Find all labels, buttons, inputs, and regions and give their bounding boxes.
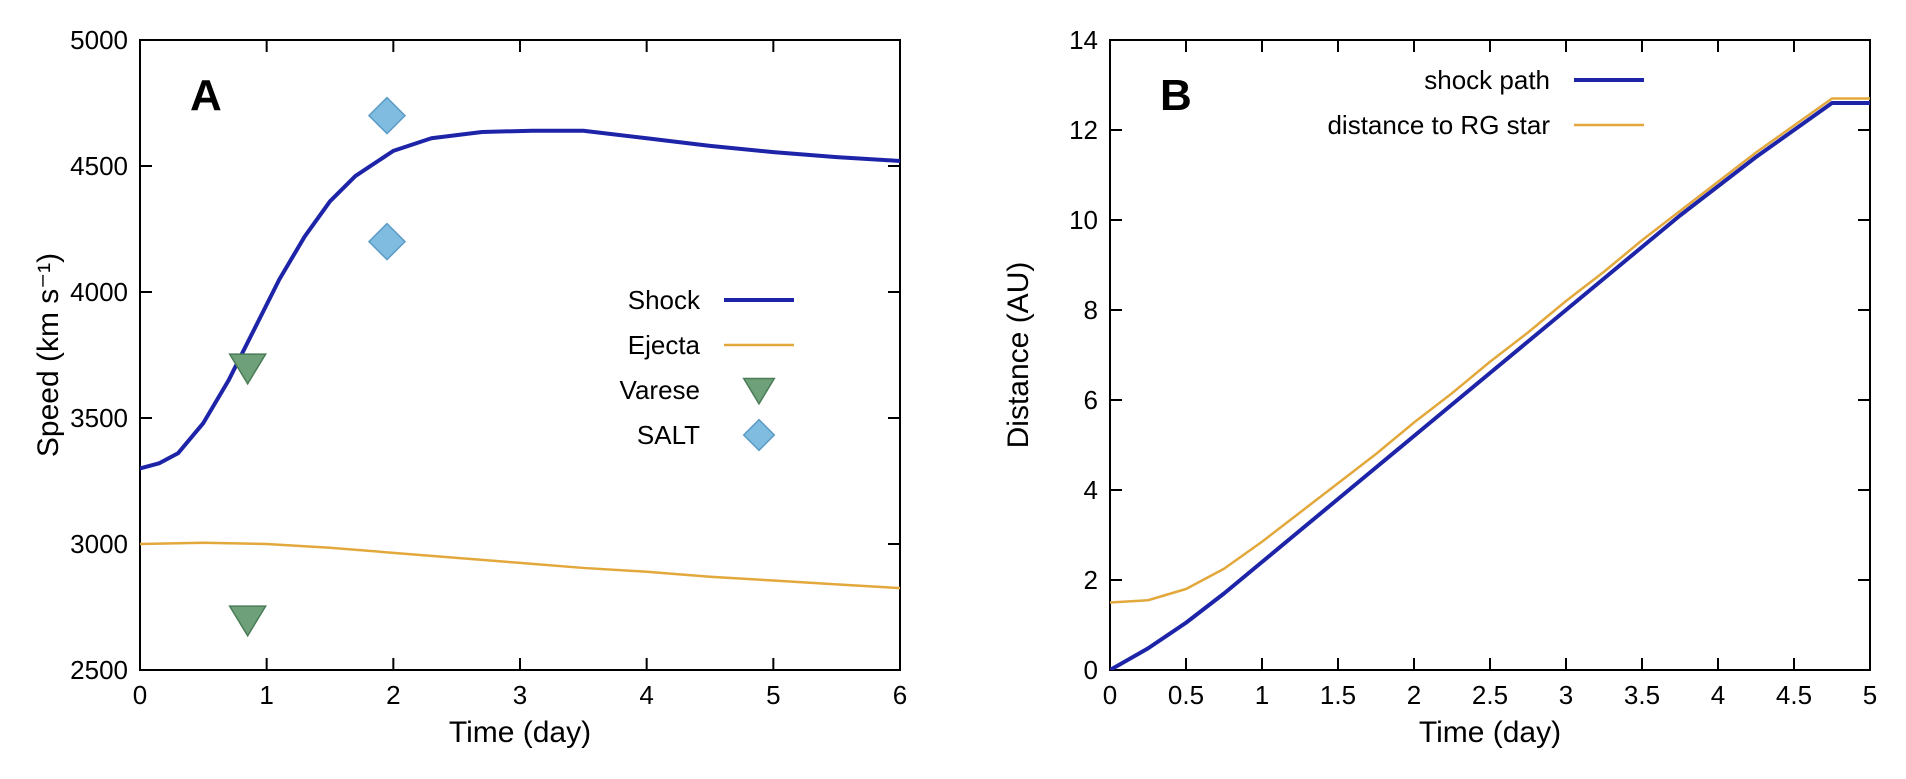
xtick-label: 0 (133, 680, 147, 710)
legend-sample-marker (744, 420, 775, 451)
ytick-label: 2500 (70, 655, 128, 685)
xtick-label: 1 (1255, 680, 1269, 710)
xtick-label: 3 (513, 680, 527, 710)
panel-b-svg: 0 0.5 1 1.5 2 2.5 3 3.5 4 4.5 5 0 2 4 6 8 10 12 14 Time (da… (990, 20, 1890, 760)
ytick-label: 3500 (70, 403, 128, 433)
ytick-label: 5000 (70, 25, 128, 55)
panel-label: A (190, 71, 222, 120)
y-axis-label: Speed (km s⁻¹) (32, 253, 65, 457)
series-marker (230, 606, 266, 636)
xtick-label: 1 (259, 680, 273, 710)
legend-label: shock path (1424, 65, 1550, 95)
xtick-label: 2 (386, 680, 400, 710)
ytick-label: 0 (1084, 655, 1098, 685)
legend-label: Shock (628, 285, 701, 315)
legend-label: Varese (620, 375, 700, 405)
ytick-label: 4 (1084, 475, 1098, 505)
xtick-label: 3.5 (1624, 680, 1660, 710)
xtick-label: 5 (766, 680, 780, 710)
xtick-label: 2 (1407, 680, 1421, 710)
ytick-label: 6 (1084, 385, 1098, 415)
ytick-label: 14 (1069, 25, 1098, 55)
plot-area (1110, 99, 1870, 671)
legend-sample-marker (744, 379, 775, 404)
legend: shock path distance to RG star (1327, 65, 1644, 140)
legend-label: SALT (637, 420, 700, 450)
xtick-label: 3 (1559, 680, 1573, 710)
panel-b: 0 0.5 1 1.5 2 2.5 3 3.5 4 4.5 5 0 2 4 6 8 10 12 14 Time (da… (990, 20, 1890, 759)
figure-container: 0123456250030003500400045005000Time (day… (0, 0, 1906, 779)
ytick-label: 4500 (70, 151, 128, 181)
series-marker (369, 98, 405, 134)
xtick-label: 1.5 (1320, 680, 1356, 710)
panel-label: B (1160, 71, 1192, 120)
legend-label: distance to RG star (1327, 110, 1550, 140)
series-line (140, 543, 900, 588)
ytick-label: 8 (1084, 295, 1098, 325)
ytick-label: 4000 (70, 277, 128, 307)
series-marker (369, 224, 405, 260)
xtick-label: 5 (1863, 680, 1877, 710)
xtick-label: 0 (1103, 680, 1117, 710)
panel-a: 0 1 2 3 4 5 6 2500 3000 3500 4000 4500 5000 Time (day… (20, 20, 920, 759)
legend-label: Ejecta (628, 330, 701, 360)
ytick-label: 2 (1084, 565, 1098, 595)
series-line (1110, 103, 1870, 670)
plot-area (140, 98, 900, 636)
x-axis-label: Time (day) (1419, 716, 1561, 749)
xtick-label: 2.5 (1472, 680, 1508, 710)
series-line (1110, 99, 1870, 603)
panel-a-svg: 0 1 2 3 4 5 6 2500 3000 3500 4000 4500 5000 Time (day… (20, 20, 920, 760)
xtick-label: 0.5 (1168, 680, 1204, 710)
ytick-label: 10 (1069, 205, 1098, 235)
x-axis-label: Time (day) (449, 716, 591, 749)
legend: Shock Ejecta Varese SALT (620, 285, 794, 450)
ytick-label: 12 (1069, 115, 1098, 145)
xtick-label: 4.5 (1776, 680, 1812, 710)
y-axis-label: Distance (AU) (1002, 262, 1035, 449)
xtick-label: 4 (1711, 680, 1725, 710)
ytick-label: 3000 (70, 529, 128, 559)
xtick-label: 6 (893, 680, 907, 710)
xtick-label: 4 (639, 680, 653, 710)
